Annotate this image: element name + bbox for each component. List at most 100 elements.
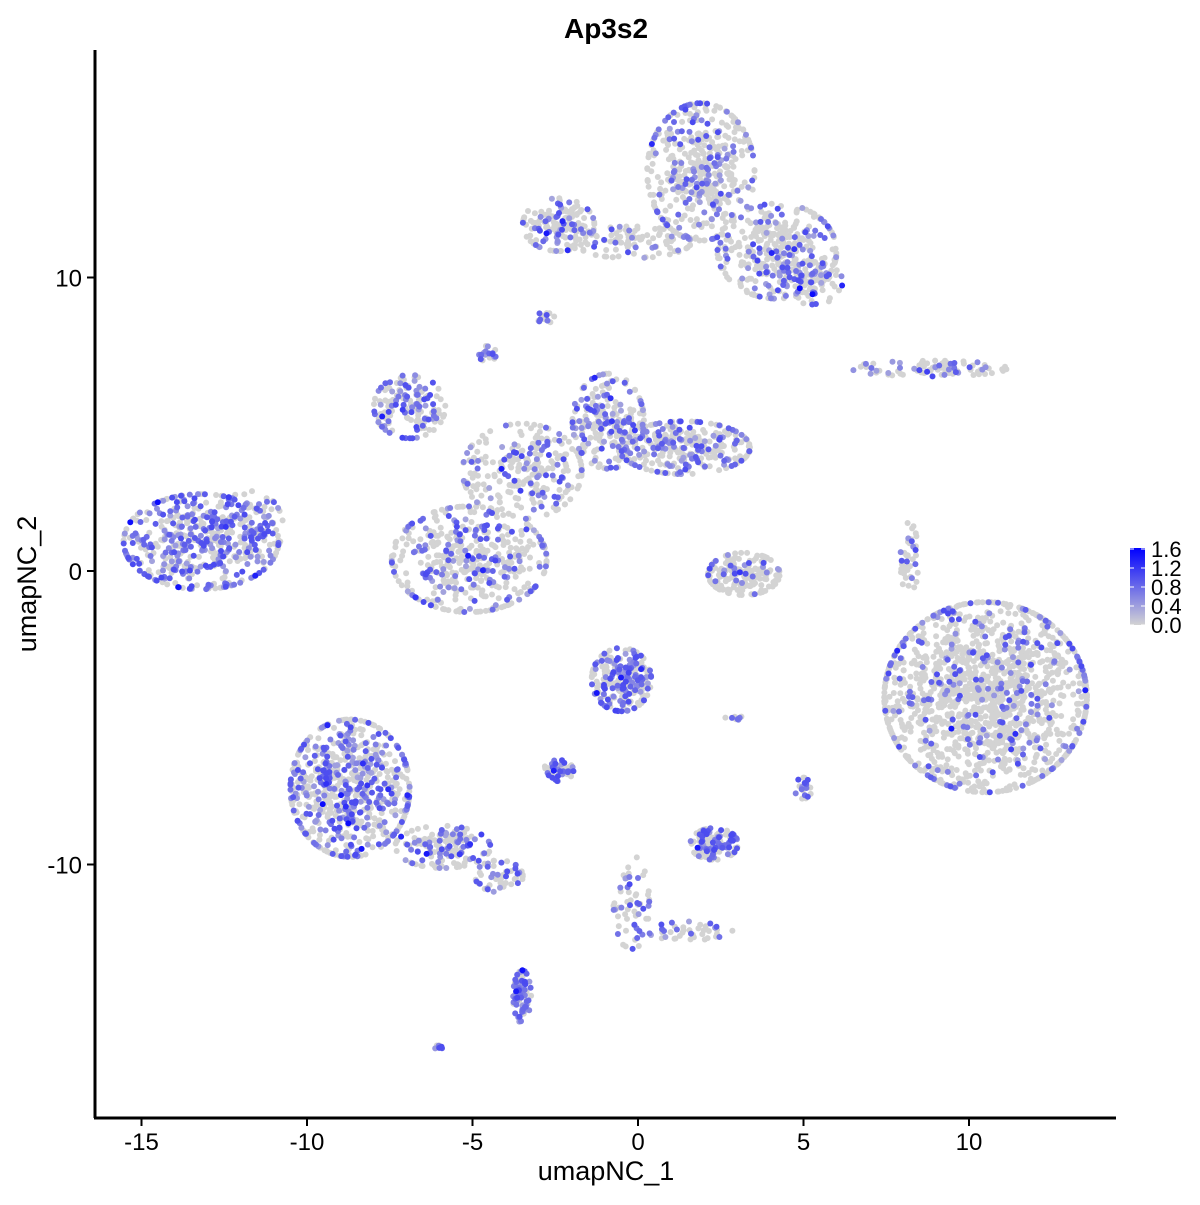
cell-point	[514, 547, 521, 553]
cell-point	[459, 503, 466, 510]
cell-point	[644, 232, 651, 239]
cell-point	[829, 246, 836, 253]
cell-point	[1025, 770, 1032, 776]
cell-point	[706, 185, 713, 192]
cell-point	[1057, 630, 1064, 636]
cell-point	[1013, 722, 1020, 729]
cell-point	[482, 593, 489, 600]
cell-point	[955, 687, 962, 694]
cell-point	[551, 313, 558, 320]
cell-point	[1037, 614, 1044, 621]
cell-point	[362, 851, 369, 858]
cell-point	[587, 434, 594, 441]
cell-point	[446, 536, 453, 543]
cell-point	[961, 730, 968, 736]
cell-point	[735, 125, 742, 132]
cell-point	[731, 177, 738, 184]
cell-point	[631, 386, 638, 393]
cell-point	[414, 825, 421, 832]
cell-point	[899, 581, 906, 588]
cell-point	[456, 862, 462, 869]
cell-point	[435, 539, 442, 546]
cell-point	[371, 815, 378, 822]
cell-point	[575, 473, 582, 480]
cell-point	[602, 663, 609, 670]
cell-point	[643, 466, 650, 473]
cell-point	[544, 223, 551, 230]
cell-point	[1073, 737, 1079, 743]
cell-point	[832, 258, 839, 265]
cell-point	[979, 366, 986, 373]
cell-point	[811, 211, 818, 218]
cell-point	[982, 720, 989, 727]
cell-point	[665, 142, 672, 148]
cell-point	[371, 401, 377, 408]
cell-point	[254, 558, 261, 565]
cell-point	[525, 580, 531, 587]
cell-point	[146, 510, 153, 517]
cell-point	[764, 256, 771, 263]
cell-point	[518, 527, 525, 534]
cell-point	[708, 216, 715, 223]
cell-point	[1031, 744, 1038, 751]
cell-point	[1015, 628, 1022, 635]
cell-point	[430, 590, 437, 597]
cell-point	[649, 254, 656, 261]
cell-point	[986, 610, 993, 617]
cell-point	[440, 589, 447, 595]
cell-point	[752, 278, 759, 285]
cell-point	[770, 579, 777, 586]
cell-point	[1058, 713, 1065, 719]
cell-point	[404, 415, 411, 422]
cell-point	[609, 254, 616, 261]
cell-point	[701, 237, 707, 244]
cell-point	[609, 410, 616, 417]
cell-point	[696, 199, 703, 206]
cell-point	[1002, 757, 1009, 764]
cell-point	[246, 514, 253, 521]
cell-point	[640, 461, 647, 468]
cell-point	[1008, 638, 1015, 645]
cell-point	[632, 892, 639, 899]
cell-point	[531, 210, 538, 217]
cell-point	[732, 455, 739, 462]
cell-point	[736, 251, 743, 258]
cell-point	[667, 449, 674, 456]
cell-point	[550, 219, 557, 226]
cell-point	[1049, 710, 1056, 716]
cell-point	[372, 395, 378, 402]
cell-point	[462, 589, 469, 596]
cell-point	[975, 778, 982, 785]
cell-point	[412, 372, 419, 379]
cell-point	[725, 590, 732, 597]
cell-point	[918, 359, 925, 366]
cell-point	[850, 367, 857, 374]
cell-point	[388, 553, 395, 560]
cell-point	[769, 231, 776, 237]
cell-point	[392, 544, 399, 551]
cell-point	[592, 385, 599, 392]
cell-point	[894, 698, 901, 705]
cell-point	[909, 635, 916, 642]
cell-point	[533, 481, 540, 488]
cell-point	[516, 461, 523, 468]
cell-point	[1011, 781, 1018, 788]
cell-point	[867, 370, 874, 377]
cell-point	[512, 536, 519, 543]
cell-point	[656, 230, 663, 237]
cell-point	[446, 564, 453, 571]
cell-point	[403, 570, 410, 577]
cell-point	[482, 453, 489, 460]
cell-point	[541, 763, 548, 770]
cell-point	[1070, 691, 1077, 698]
cell-point	[956, 611, 963, 618]
cell-point	[933, 664, 940, 671]
cell-point	[1043, 741, 1050, 748]
cell-point	[1010, 654, 1016, 661]
cell-point	[259, 553, 265, 560]
cell-point	[721, 183, 728, 190]
cell-point	[673, 219, 679, 225]
cell-point	[739, 152, 746, 159]
cell-point	[268, 506, 275, 513]
cell-point	[631, 456, 638, 462]
